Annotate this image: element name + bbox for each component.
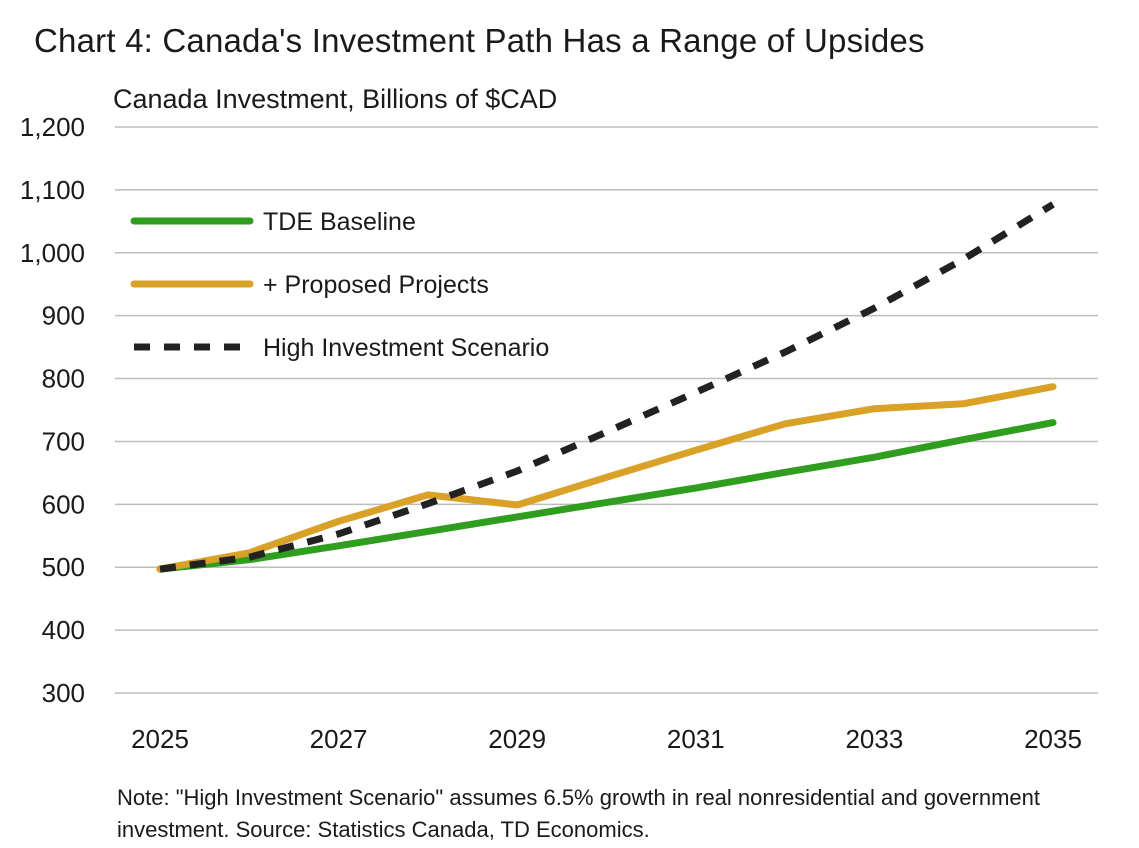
legend-label: High Investment Scenario [263,334,549,362]
chart-note: Note: "High Investment Scenario" assumes… [117,785,1041,842]
chart-subtitle: Canada Investment, Billions of $CAD [113,84,558,114]
series-line-1 [156,383,1057,573]
y-tick-label: 700 [42,426,85,456]
x-tick-label: 2035 [1024,724,1082,754]
chart-title: Chart 4: Canada's Investment Path Has a … [34,22,925,59]
legend-label: TDE Baseline [263,208,416,236]
x-tick-label: 2033 [845,724,903,754]
x-axis: 2025 2027 2029 2031 2033 2035 [131,724,1082,754]
y-tick-label: 1,000 [20,238,85,268]
legend: TDE Baseline + Proposed Projects High Inve… [130,208,549,362]
gridlines [115,126,1098,694]
series-line-2 [159,201,1055,573]
legend-label: + Proposed Projects [263,271,489,299]
y-tick-label: 400 [42,615,85,645]
y-tick-label: 1,200 [20,112,85,142]
y-tick-label: 900 [42,301,85,331]
y-tick-label: 300 [42,678,85,708]
y-tick-label: 800 [42,364,85,394]
y-tick-label: 500 [42,552,85,582]
x-tick-label: 2027 [310,724,368,754]
series-line-0 [156,419,1057,573]
x-tick-label: 2025 [131,724,189,754]
series-lines [156,201,1057,573]
y-tick-label: 1,100 [20,175,85,205]
x-tick-label: 2031 [667,724,725,754]
y-tick-label: 600 [42,489,85,519]
x-tick-label: 2029 [488,724,546,754]
y-axis: 300 400 500 600 700 800 900 1,000 1,100 1,200 [20,112,85,708]
